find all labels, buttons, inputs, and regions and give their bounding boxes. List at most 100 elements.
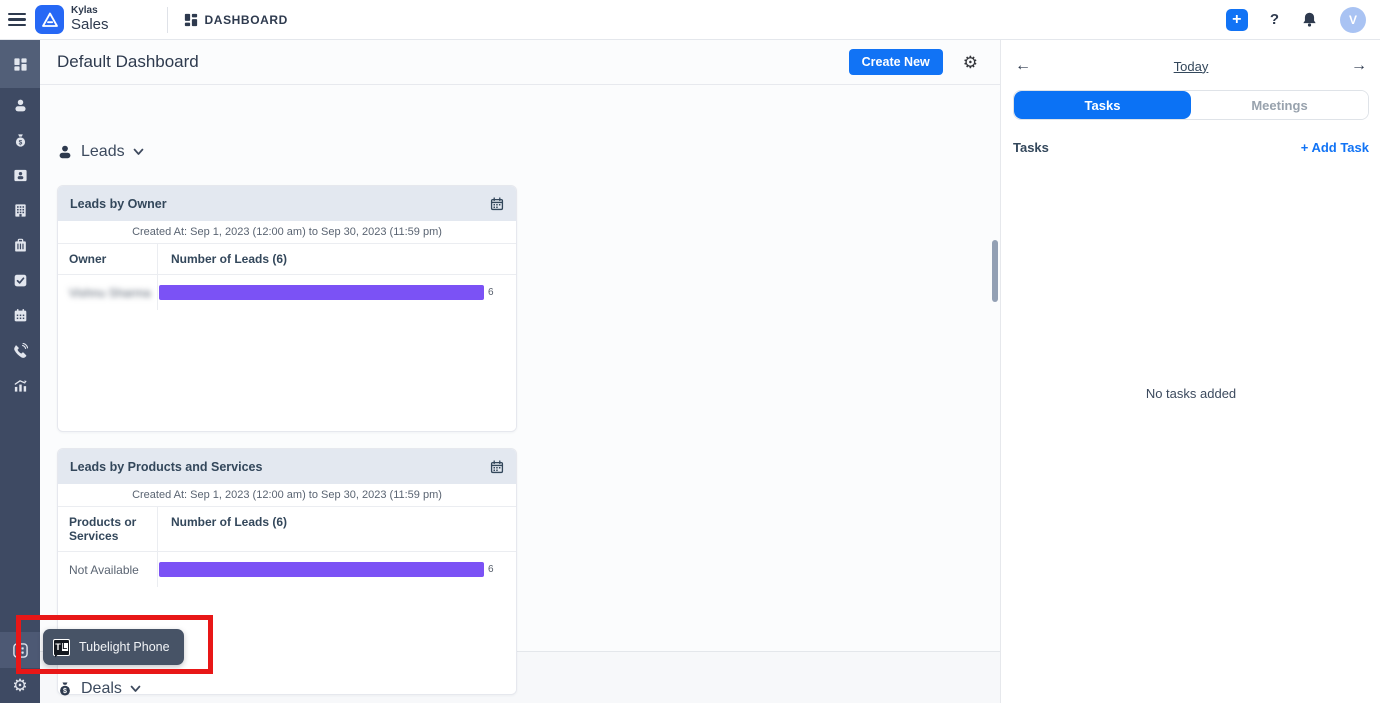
kylas-triangle-icon — [41, 12, 58, 27]
hamburger-menu-icon[interactable] — [8, 12, 26, 27]
card-date-range: Created At: Sep 1, 2023 (12:00 am) to Se… — [58, 484, 516, 507]
leads-section: Leads Leads by Owner — [40, 85, 1000, 695]
tasks-meetings-tabs: Tasks Meetings — [1013, 90, 1369, 120]
topbar-actions: + ? V — [1225, 6, 1380, 33]
brand-text: Kylas Sales — [71, 6, 109, 32]
svg-text:$: $ — [18, 139, 22, 146]
column-header-number-of-leads: Number of Leads (6) — [171, 515, 288, 529]
column-header-owner: Owner — [58, 244, 158, 274]
bar-track — [159, 562, 484, 577]
column-header-products-or-services: Products or Services — [58, 507, 158, 551]
main-content: Default Dashboard Create New ⚙ Leads Lea… — [40, 40, 1000, 703]
prev-day-arrow-icon[interactable]: ← — [1015, 57, 1031, 74]
date-navigation: ← Today → — [1001, 52, 1380, 80]
brand-name: Kylas — [71, 5, 98, 17]
meetings-calendar-icon — [14, 308, 26, 322]
deals-section-label: Deals — [81, 680, 122, 697]
table-row: Vishnu Sharma 6 — [58, 275, 516, 310]
tooltip-label: Tubelight Phone — [79, 640, 170, 654]
help-icon[interactable]: ? — [1269, 11, 1279, 28]
leads-bar[interactable] — [159, 562, 484, 577]
bar-value: 6 — [488, 287, 494, 298]
row-label: Not Available — [58, 552, 158, 587]
row-bar-cell: 6 — [158, 552, 516, 587]
leads-person-icon — [14, 99, 26, 112]
topbar-divider — [166, 6, 168, 33]
calls-phone-icon — [13, 343, 28, 358]
leads-person-icon — [59, 145, 71, 159]
contacts-card-icon — [13, 169, 27, 182]
sidebar-spacer — [0, 403, 40, 632]
chevron-down-icon — [133, 148, 143, 155]
tab-tasks[interactable]: Tasks — [1014, 91, 1191, 119]
dashboard-header: Default Dashboard Create New ⚙ — [40, 40, 1000, 85]
sidebar-item-meetings[interactable] — [0, 298, 40, 333]
products-briefcase-icon — [14, 238, 26, 252]
row-label: Vishnu Sharma — [58, 275, 158, 310]
sidebar-item-calls[interactable] — [0, 333, 40, 368]
date-filter-calendar-icon[interactable] — [490, 196, 504, 211]
sidebar: $ — [0, 40, 40, 703]
user-avatar[interactable]: V — [1340, 6, 1366, 33]
tasks-label: Tasks — [1013, 140, 1049, 155]
sidebar-item-contacts[interactable] — [0, 158, 40, 193]
nav-dashboard[interactable]: DASHBOARD — [184, 13, 288, 27]
notifications-bell-icon[interactable] — [1301, 11, 1318, 28]
companies-building-icon — [14, 204, 26, 217]
settings-gear-icon: ⚙ — [12, 676, 28, 695]
deals-moneybag-icon: $ — [60, 682, 70, 696]
column-header-number-of-leads: Number of Leads (6) — [171, 252, 288, 266]
kylas-logo[interactable] — [35, 5, 64, 34]
add-task-button[interactable]: + Add Task — [1300, 140, 1369, 155]
date-filter-calendar-icon[interactable] — [490, 459, 504, 474]
sidebar-item-deals[interactable]: $ — [0, 123, 40, 158]
dashboard-grid-icon — [184, 13, 197, 26]
topbar: Kylas Sales DASHBOARD + ? V — [0, 0, 1380, 40]
marketplace-apps-icon — [12, 642, 28, 658]
tasks-list-header: Tasks + Add Task — [1013, 140, 1369, 155]
sidebar-item-products[interactable] — [0, 228, 40, 263]
deals-moneybag-icon: $ — [15, 134, 25, 147]
tab-meetings[interactable]: Meetings — [1191, 91, 1368, 119]
sidebar-item-leads[interactable] — [0, 88, 40, 123]
nav-dashboard-label: DASHBOARD — [204, 12, 288, 27]
tasks-panel: ← Today → Tasks Meetings Tasks + Add Tas… — [1000, 40, 1380, 703]
card-title: Leads by Owner — [70, 196, 167, 211]
card-header: Leads by Owner — [58, 186, 516, 221]
svg-text:$: $ — [63, 688, 67, 695]
brand-product: Sales — [71, 15, 109, 33]
sidebar-item-marketplace[interactable] — [0, 632, 40, 668]
chevron-down-icon — [130, 685, 141, 692]
sidebar-item-tasks[interactable] — [0, 263, 40, 298]
quick-add-button[interactable]: + — [1225, 8, 1248, 31]
dashboard-grid-icon — [13, 57, 27, 71]
sidebar-item-companies[interactable] — [0, 193, 40, 228]
card-title: Leads by Products and Services — [70, 459, 263, 474]
create-new-button[interactable]: Create New — [848, 49, 943, 75]
sidebar-item-dashboard[interactable] — [0, 40, 40, 88]
bar-value: 6 — [488, 564, 494, 575]
sidebar-item-settings[interactable]: ⚙ — [0, 668, 40, 703]
today-link[interactable]: Today — [1173, 58, 1209, 74]
leads-section-label: Leads — [81, 143, 125, 160]
deals-section-header[interactable]: $ Deals — [57, 680, 141, 698]
page-title: Default Dashboard — [57, 52, 199, 71]
next-day-arrow-icon[interactable]: → — [1351, 57, 1367, 74]
tasks-checkbox-icon — [14, 274, 26, 287]
dashboard-settings-gear-icon[interactable]: ⚙ — [962, 52, 978, 72]
card-header: Leads by Products and Services — [58, 449, 516, 484]
card-table-header: Owner Number of Leads (6) — [58, 244, 516, 275]
row-bar-cell: 6 — [158, 275, 516, 310]
sidebar-item-reports[interactable] — [0, 368, 40, 403]
card-empty-area — [58, 310, 516, 431]
leads-bar[interactable] — [159, 285, 484, 300]
table-row: Not Available 6 — [58, 552, 516, 587]
leads-section-header[interactable]: Leads — [57, 143, 144, 161]
card-date-range: Created At: Sep 1, 2023 (12:00 am) to Se… — [58, 221, 516, 244]
card-table-header: Products or Services Number of Leads (6) — [58, 507, 516, 552]
reports-chart-icon — [14, 380, 27, 392]
scrollbar-thumb[interactable] — [992, 240, 998, 302]
